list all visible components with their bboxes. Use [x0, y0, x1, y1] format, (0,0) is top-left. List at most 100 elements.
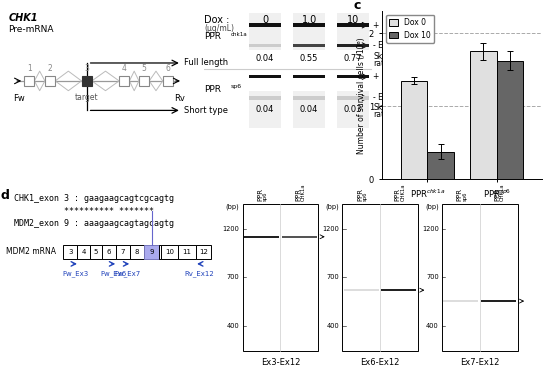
Bar	[293, 96, 325, 100]
Text: (bp): (bp)	[425, 204, 439, 210]
Text: 7: 7	[120, 249, 125, 255]
Text: CHK1a: CHK1a	[301, 184, 306, 202]
Text: Ex3-Ex12: Ex3-Ex12	[261, 358, 300, 367]
Bar	[249, 75, 281, 78]
Text: sp6: sp6	[363, 192, 368, 202]
Bar	[102, 245, 116, 259]
Bar	[160, 245, 161, 259]
Text: PPR: PPR	[295, 188, 301, 201]
Text: Fw_Ex7: Fw_Ex7	[114, 270, 141, 277]
Bar	[249, 13, 281, 50]
Text: 0.03: 0.03	[344, 105, 362, 114]
Bar	[130, 245, 144, 259]
Bar	[81, 76, 92, 85]
Bar	[401, 81, 427, 179]
Bar	[293, 23, 325, 27]
Bar	[249, 91, 281, 128]
Bar	[293, 44, 325, 47]
Text: 700: 700	[426, 273, 439, 280]
Bar	[78, 245, 90, 259]
Text: CHK1_exon 3 : gaagaagcagtcgcagtg: CHK1_exon 3 : gaagaagcagtcgcagtg	[14, 194, 174, 203]
Bar	[280, 204, 318, 351]
Text: Skipping: Skipping	[373, 103, 406, 112]
Text: 0.04: 0.04	[256, 54, 274, 63]
Bar	[249, 23, 281, 27]
Text: 3: 3	[84, 64, 89, 73]
Text: Full length: Full length	[184, 58, 228, 67]
Text: 1200: 1200	[223, 226, 239, 232]
Text: 6: 6	[107, 249, 111, 255]
Bar	[161, 245, 178, 259]
Bar	[442, 204, 480, 351]
Bar	[196, 245, 211, 259]
Text: Rv: Rv	[174, 94, 185, 102]
Bar	[249, 96, 281, 100]
Text: + Ex3: + Ex3	[373, 21, 396, 30]
Bar	[470, 51, 497, 179]
Bar	[337, 75, 369, 78]
Text: 5: 5	[142, 64, 146, 73]
Text: 400: 400	[426, 323, 439, 329]
Text: 0: 0	[262, 16, 268, 26]
Text: 8: 8	[135, 249, 139, 255]
Text: 400: 400	[227, 323, 239, 329]
Text: ratio: ratio	[373, 59, 392, 68]
Text: Ex6-Ex12: Ex6-Ex12	[360, 358, 400, 367]
Text: 0.77: 0.77	[344, 54, 362, 63]
Bar	[243, 204, 318, 351]
Text: ratio: ratio	[373, 110, 392, 120]
Bar	[337, 96, 369, 100]
Text: (bp): (bp)	[326, 204, 339, 210]
Text: Skipping: Skipping	[373, 52, 406, 61]
Text: chk1a: chk1a	[230, 31, 247, 37]
Text: 0.55: 0.55	[300, 54, 318, 63]
Legend: Dox 0, Dox 10: Dox 0, Dox 10	[386, 15, 434, 43]
Bar	[293, 91, 325, 128]
Text: 400: 400	[326, 323, 339, 329]
Bar	[90, 245, 102, 259]
Bar	[139, 76, 149, 85]
Bar	[144, 245, 160, 259]
Bar	[337, 91, 369, 128]
Text: Short type: Short type	[184, 106, 228, 115]
Text: c: c	[354, 0, 361, 12]
Text: - Ex3: - Ex3	[373, 41, 393, 50]
Text: 9: 9	[149, 249, 154, 255]
Text: PPR: PPR	[205, 85, 222, 94]
Text: 3: 3	[68, 249, 73, 255]
Bar	[480, 204, 518, 351]
Text: target: target	[75, 93, 98, 102]
Bar	[443, 300, 478, 302]
Text: sp6: sp6	[263, 192, 268, 202]
Text: 700: 700	[227, 273, 239, 280]
Text: (bp): (bp)	[226, 204, 239, 210]
Bar	[24, 76, 35, 85]
Text: MDM2_exon 9 : aaagaagcagtagcagtg: MDM2_exon 9 : aaagaagcagtagcagtg	[14, 219, 174, 228]
Bar	[163, 76, 173, 85]
Bar	[249, 44, 281, 47]
Text: 1200: 1200	[422, 226, 439, 232]
Text: 4: 4	[122, 64, 127, 73]
Text: 12: 12	[199, 249, 208, 255]
Bar	[293, 75, 325, 78]
Bar	[116, 245, 130, 259]
Bar	[427, 152, 454, 179]
Text: 1.0: 1.0	[301, 16, 317, 26]
Text: PPR: PPR	[394, 188, 400, 201]
Bar	[337, 44, 369, 47]
Text: CHK1: CHK1	[8, 13, 38, 23]
Text: ********** *******: ********** *******	[14, 206, 153, 216]
Bar	[342, 204, 380, 351]
Text: 700: 700	[326, 273, 339, 280]
Text: 6: 6	[166, 64, 170, 73]
Bar	[337, 23, 369, 27]
Text: Rv_Ex12: Rv_Ex12	[184, 270, 214, 277]
Bar	[244, 236, 279, 238]
Text: 1: 1	[27, 64, 32, 73]
Bar	[342, 204, 418, 351]
Bar	[380, 204, 418, 351]
Bar	[344, 289, 379, 292]
Bar	[63, 245, 78, 259]
Text: CHK1a: CHK1a	[400, 184, 405, 202]
Text: Ex7-Ex12: Ex7-Ex12	[460, 358, 499, 367]
